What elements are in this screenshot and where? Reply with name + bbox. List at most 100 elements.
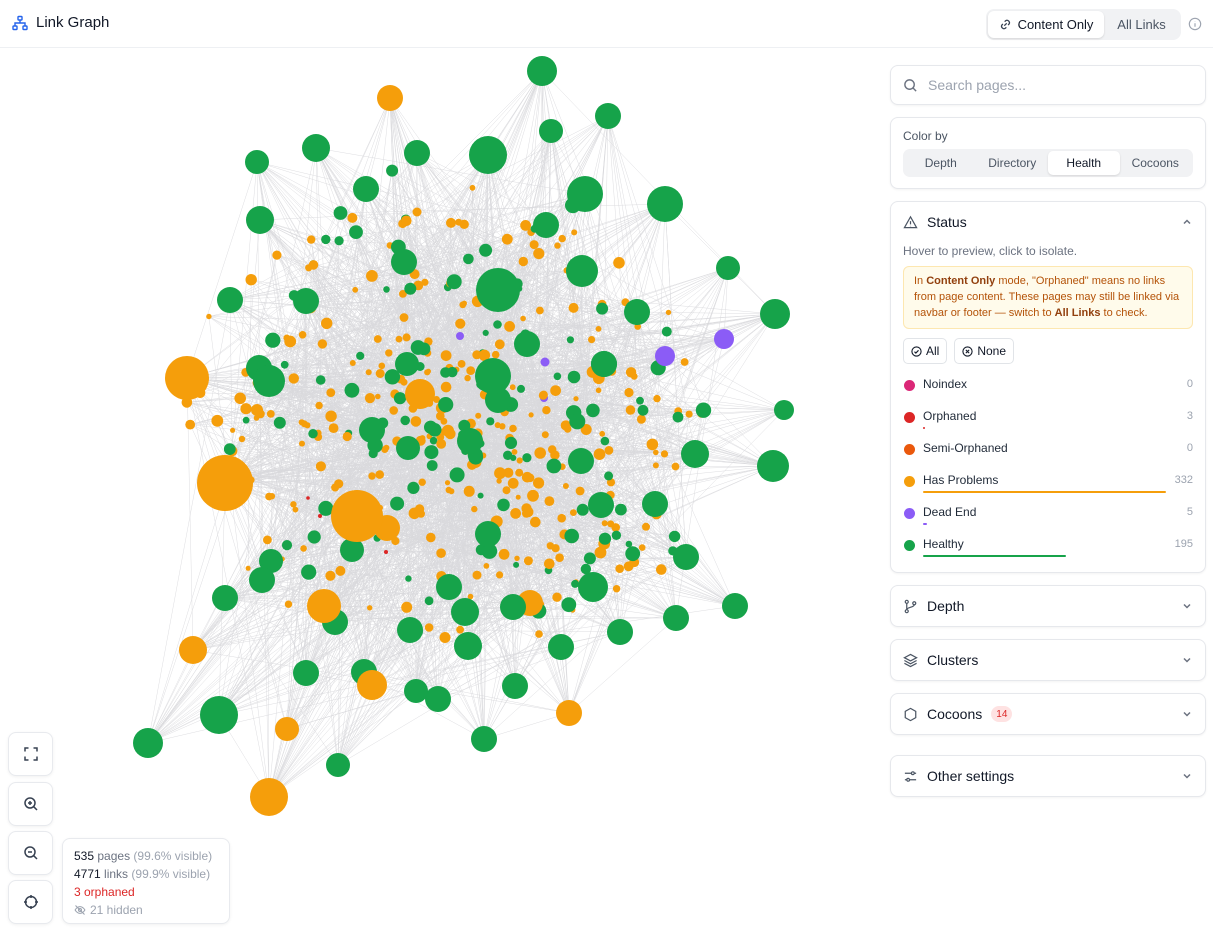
graph-node[interactable] [613,257,625,269]
graph-node[interactable] [500,594,526,620]
graph-node[interactable] [625,405,636,415]
graph-node[interactable] [245,565,251,571]
graph-node[interactable] [502,486,511,495]
graph-node[interactable] [384,369,401,385]
graph-node[interactable] [442,424,454,437]
orphaned-stat[interactable]: 3 orphaned [74,885,135,899]
graph-node[interactable] [246,206,274,234]
graph-node[interactable] [424,623,434,632]
graph-node[interactable] [469,136,507,174]
graph-node[interactable] [477,492,484,499]
graph-node[interactable] [245,274,257,286]
graph-node[interactable] [265,332,281,348]
graph-node[interactable] [604,471,614,481]
graph-node[interactable] [554,242,561,249]
graph-node[interactable] [672,411,684,423]
graph-node[interactable] [653,449,659,456]
graph-node[interactable] [642,491,668,517]
graph-node[interactable] [451,598,479,626]
status-item-semi-orphaned[interactable]: Semi-Orphaned 0 [891,436,1205,468]
graph-node[interactable] [249,567,275,593]
graph-node[interactable] [580,424,592,435]
graph-node[interactable] [433,396,440,403]
graph-node[interactable] [292,506,299,513]
graph-node[interactable] [375,470,385,479]
graph-node[interactable] [570,509,577,516]
graph-node[interactable] [352,286,359,293]
graph-node[interactable] [456,332,464,340]
graph-node[interactable] [528,412,534,418]
graph-node[interactable] [335,565,346,576]
graph-node[interactable] [365,369,372,376]
graph-node[interactable] [625,546,641,562]
graph-node[interactable] [288,373,299,384]
graph-node[interactable] [386,164,399,177]
graph-node[interactable] [498,548,510,560]
graph-node[interactable] [321,234,331,245]
graph-node[interactable] [774,400,794,420]
graph-node[interactable] [663,605,689,631]
select-none-button[interactable]: None [954,338,1015,364]
graph-node[interactable] [446,217,456,228]
graph-node[interactable] [427,423,442,437]
graph-node[interactable] [395,352,419,376]
graph-node[interactable] [356,351,365,360]
graph-node[interactable] [575,486,585,496]
graph-node[interactable] [499,423,506,430]
graph-node[interactable] [165,356,209,400]
graph-node[interactable] [522,453,532,463]
graph-node[interactable] [390,496,405,511]
graph-node[interactable] [306,496,310,500]
graph-node[interactable] [344,382,360,398]
graph-node[interactable] [533,477,545,489]
graph-node[interactable] [655,346,675,366]
graph-node[interactable] [504,321,515,332]
graph-node[interactable] [300,545,307,552]
graph-node[interactable] [357,670,387,700]
graph-node[interactable] [471,726,497,752]
graph-node[interactable] [511,449,518,455]
graph-node[interactable] [523,506,534,518]
graph-node[interactable] [290,501,297,508]
status-header[interactable]: Status [891,202,1205,242]
graph-node[interactable] [364,393,376,404]
graph-node[interactable] [391,249,417,275]
graph-node[interactable] [308,260,319,270]
graph-node[interactable] [440,350,452,361]
graph-node[interactable] [349,360,356,366]
zoom-out-button[interactable] [8,831,53,875]
graph-node[interactable] [459,219,469,229]
graph-node[interactable] [625,540,633,548]
graph-node[interactable] [680,358,689,366]
graph-node[interactable] [553,372,562,381]
graph-node[interactable] [293,288,319,314]
graph-node[interactable] [625,367,637,378]
graph-node[interactable] [385,349,393,357]
graph-node[interactable] [586,403,600,418]
zoom-in-button[interactable] [8,782,53,826]
clusters-header[interactable]: Clusters [891,640,1205,680]
graph-node[interactable] [583,552,596,565]
graph-node[interactable] [223,443,236,455]
graph-node[interactable] [234,392,246,405]
status-item-orphaned[interactable]: Orphaned 3 [891,404,1205,436]
graph-node[interactable] [395,335,403,343]
graph-node[interactable] [550,385,561,396]
graph-node[interactable] [599,430,606,437]
graph-node[interactable] [653,394,661,403]
graph-node[interactable] [439,632,451,643]
graph-node[interactable] [760,299,790,329]
graph-node[interactable] [568,302,579,313]
graph-node[interactable] [491,350,500,359]
graph-node[interactable] [318,514,322,518]
graph-node[interactable] [315,461,326,472]
graph-node[interactable] [445,486,452,494]
graph-node[interactable] [315,375,326,385]
graph-node[interactable] [436,439,447,449]
graph-node[interactable] [212,585,238,611]
graph-node[interactable] [401,601,413,613]
graph-node[interactable] [604,446,614,455]
graph-node[interactable] [399,313,409,322]
graph-node[interactable] [520,220,531,231]
graph-node[interactable] [523,556,533,566]
